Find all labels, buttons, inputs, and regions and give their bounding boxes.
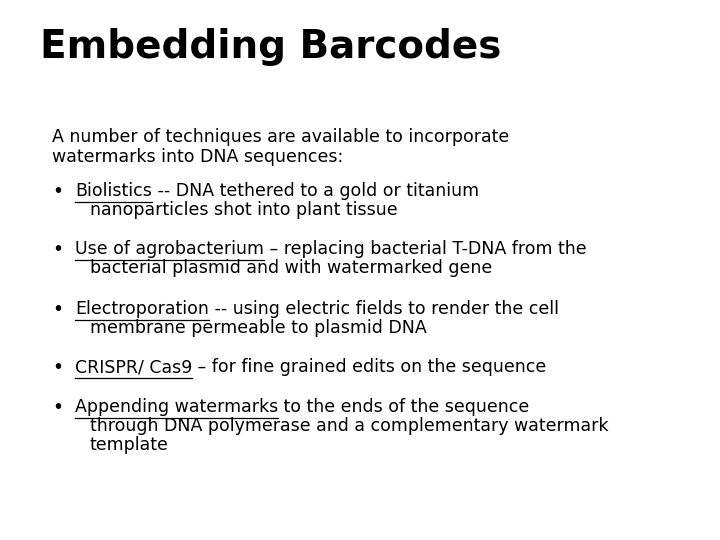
Text: watermarks into DNA sequences:: watermarks into DNA sequences: <box>52 148 343 166</box>
Text: -- DNA tethered to a gold or titanium: -- DNA tethered to a gold or titanium <box>152 182 479 200</box>
Text: through DNA polymerase and a complementary watermark: through DNA polymerase and a complementa… <box>90 417 608 435</box>
Text: membrane permeable to plasmid DNA: membrane permeable to plasmid DNA <box>90 319 427 337</box>
Text: A number of techniques are available to incorporate: A number of techniques are available to … <box>52 128 509 146</box>
Text: •: • <box>52 398 63 417</box>
Text: bacterial plasmid and with watermarked gene: bacterial plasmid and with watermarked g… <box>90 259 492 277</box>
Text: to the ends of the sequence: to the ends of the sequence <box>278 398 529 416</box>
Text: – for fine grained edits on the sequence: – for fine grained edits on the sequence <box>192 358 546 376</box>
Text: •: • <box>52 358 63 377</box>
Text: -- using electric fields to render the cell: -- using electric fields to render the c… <box>209 300 559 318</box>
Text: Electroporation: Electroporation <box>75 300 209 318</box>
Text: Use of agrobacterium: Use of agrobacterium <box>75 240 264 258</box>
Text: Biolistics: Biolistics <box>75 182 152 200</box>
Text: •: • <box>52 240 63 259</box>
Text: – replacing bacterial T-DNA from the: – replacing bacterial T-DNA from the <box>264 240 587 258</box>
Text: CRISPR/ Cas9: CRISPR/ Cas9 <box>75 358 192 376</box>
Text: Embedding Barcodes: Embedding Barcodes <box>40 28 501 66</box>
Text: nanoparticles shot into plant tissue: nanoparticles shot into plant tissue <box>90 201 397 219</box>
Text: template: template <box>90 436 169 454</box>
Text: Appending watermarks: Appending watermarks <box>75 398 278 416</box>
Text: •: • <box>52 300 63 319</box>
Text: •: • <box>52 182 63 201</box>
